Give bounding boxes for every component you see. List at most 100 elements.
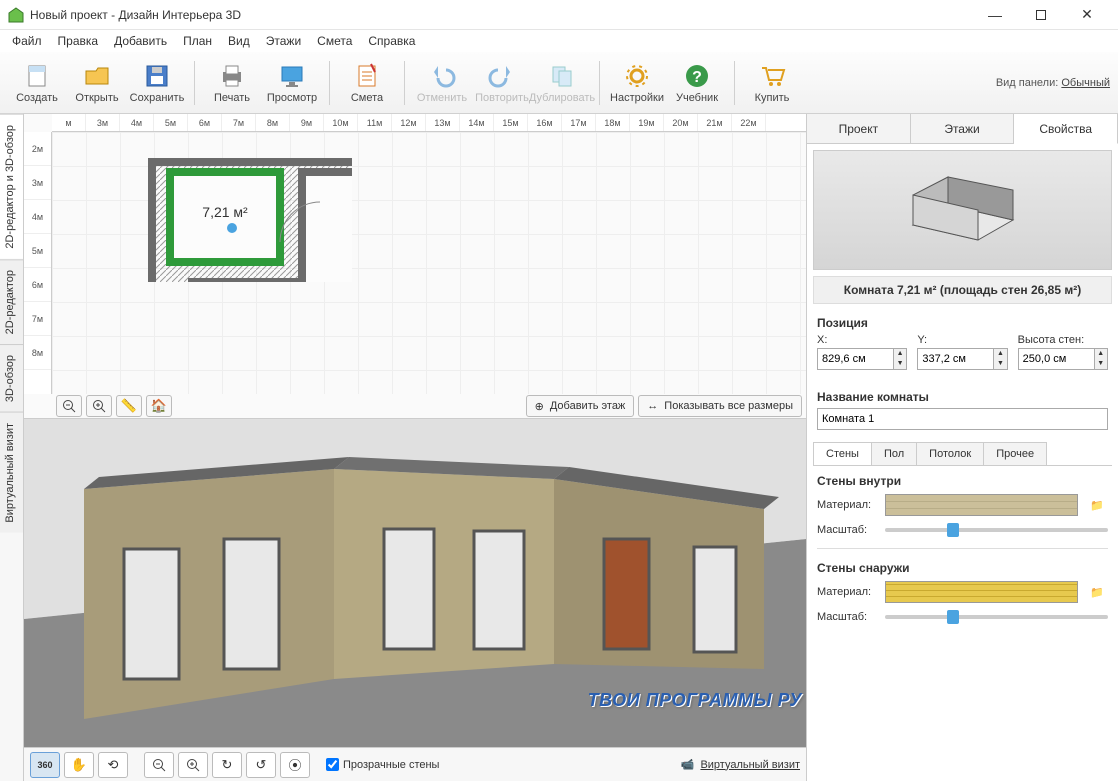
svg-text:?: ? — [692, 69, 702, 86]
pan-button[interactable]: ✋ — [64, 752, 94, 778]
sub-tab-Пол[interactable]: Пол — [871, 442, 917, 465]
plan-tools-left: 📏 🏠 — [56, 394, 172, 418]
print-button[interactable]: Печать — [203, 56, 261, 110]
menubar: ФайлПравкаДобавитьПланВидЭтажиСметаСправ… — [0, 30, 1118, 52]
menu-вид[interactable]: Вид — [222, 32, 256, 50]
open-button[interactable]: Открыть — [68, 56, 126, 110]
floorplan-svg[interactable]: 7,21 м²9,21 м²18,67 м²12,29 м²6,16 м² — [52, 132, 352, 282]
redo-button: Повторить — [473, 56, 531, 110]
dup-icon — [548, 62, 576, 90]
buy-button[interactable]: Купить — [743, 56, 801, 110]
inner-scale-slider[interactable] — [885, 528, 1108, 532]
panel-view-mode: Вид панели: Обычный — [996, 77, 1110, 89]
plan-canvas[interactable]: 7,21 м²9,21 м²18,67 м²12,29 м²6,16 м² — [52, 132, 806, 394]
save-icon — [143, 62, 171, 90]
menu-смета[interactable]: Смета — [311, 32, 358, 50]
preview-button[interactable]: Просмотр — [263, 56, 321, 110]
room-3d-preview — [813, 150, 1112, 270]
side-tab-3[interactable]: Виртуальный визит — [0, 412, 23, 533]
pos-x-input[interactable]: ▲▼ — [817, 348, 907, 370]
room-name-heading: Название комнаты — [817, 390, 1108, 404]
bottom-toolbar: 360 ✋ ⟲ ↻ ↺ ⦿ Прозрачные стены 📹 Виртуал… — [24, 747, 806, 781]
right-tab-Проект[interactable]: Проект — [807, 114, 911, 143]
undo-icon — [428, 62, 456, 90]
cart-icon — [758, 62, 786, 90]
right-tab-Свойства[interactable]: Свойства — [1014, 114, 1118, 144]
transparent-walls-checkbox[interactable]: Прозрачные стены — [326, 758, 439, 771]
window-title: Новый проект - Дизайн Интерьера 3D — [30, 8, 972, 22]
menu-справка[interactable]: Справка — [362, 32, 421, 50]
minimize-button[interactable]: — — [972, 0, 1018, 30]
inner-material-swatch[interactable] — [885, 494, 1078, 516]
rotate-button[interactable]: ⟲ — [98, 752, 128, 778]
sub-tab-Стены[interactable]: Стены — [813, 442, 872, 465]
home-button[interactable]: 🏠 — [146, 395, 172, 417]
print-icon — [218, 62, 246, 90]
plan-2d-area[interactable]: м3м4м5м6м7м8м9м10м11м12м13м14м15м16м17м1… — [24, 114, 806, 419]
wall-height-input[interactable]: ▲▼ — [1018, 348, 1108, 370]
close-button[interactable]: ✕ — [1064, 0, 1110, 30]
side-tab-0[interactable]: 2D-редактор и 3D-обзор — [0, 114, 23, 259]
zoom-out-3d-button[interactable] — [144, 752, 174, 778]
rotate-ccw-button[interactable]: ↺ — [246, 752, 276, 778]
right-tab-Этажи[interactable]: Этажи — [911, 114, 1015, 143]
room-name-section: Название комнаты — [807, 378, 1118, 436]
menu-этажи[interactable]: Этажи — [260, 32, 307, 50]
canvas-column: м3м4м5м6м7м8м9м10м11м12м13м14м15м16м17м1… — [24, 114, 806, 781]
right-tabs: ПроектЭтажиСвойства — [807, 114, 1118, 144]
zoom-out-button[interactable] — [56, 395, 82, 417]
pos-y-input[interactable]: ▲▼ — [917, 348, 1007, 370]
menu-файл[interactable]: Файл — [6, 32, 48, 50]
reset-view-button[interactable]: ⦿ — [280, 752, 310, 778]
menu-добавить[interactable]: Добавить — [108, 32, 173, 50]
titlebar: Новый проект - Дизайн Интерьера 3D — ✕ — [0, 0, 1118, 30]
camera-icon: 📹 — [681, 758, 695, 771]
room-name-input[interactable] — [817, 408, 1108, 430]
settings-button[interactable]: Настройки — [608, 56, 666, 110]
panel-view-link[interactable]: Обычный — [1061, 77, 1110, 89]
new-icon — [23, 62, 51, 90]
duplicate-button: Дублировать — [533, 56, 591, 110]
dimensions-icon: ↔ — [647, 400, 658, 412]
orbit-360-button[interactable]: 360 — [30, 752, 60, 778]
side-tab-2[interactable]: 3D-обзор — [0, 344, 23, 412]
view-3d[interactable]: ТВОИ ПРОГРАММЫ РУ — [24, 419, 806, 747]
sub-tab-Потолок[interactable]: Потолок — [916, 442, 984, 465]
open-icon — [83, 62, 111, 90]
inner-material-browse[interactable]: 📁 — [1086, 494, 1108, 516]
notepad-icon — [353, 62, 381, 90]
tutorial-button[interactable]: ?Учебник — [668, 56, 726, 110]
side-tab-1[interactable]: 2D-редактор — [0, 259, 23, 344]
gear-icon — [623, 62, 651, 90]
svg-text:7,21 м²: 7,21 м² — [202, 204, 248, 220]
toolbar: СоздатьОткрытьСохранить ПечатьПросмотр Сме… — [0, 52, 1118, 114]
new-button[interactable]: Создать — [8, 56, 66, 110]
position-section: Позиция X: Y: Высота стен: ▲▼ ▲▼ ▲▼ — [807, 304, 1118, 378]
properties-panel: ПроектЭтажиСвойства Комната 7,21 м² (пло… — [806, 114, 1118, 781]
menu-правка[interactable]: Правка — [52, 32, 105, 50]
outer-scale-slider[interactable] — [885, 615, 1108, 619]
sub-tab-Прочее[interactable]: Прочее — [983, 442, 1047, 465]
main-area: 2D-редактор и 3D-обзор2D-редактор3D-обзо… — [0, 114, 1118, 781]
walls-outer-group: Стены снаружи Материал: 📁 Масштаб: — [817, 561, 1108, 623]
zoom-in-3d-button[interactable] — [178, 752, 208, 778]
zoom-in-button[interactable] — [86, 395, 112, 417]
position-heading: Позиция — [817, 316, 1108, 330]
virtual-visit-link[interactable]: Виртуальный визит — [700, 759, 800, 771]
estimate-button[interactable]: Смета — [338, 56, 396, 110]
rotate-cw-button[interactable]: ↻ — [212, 752, 242, 778]
room-summary: Комната 7,21 м² (площадь стен 26,85 м²) — [813, 276, 1112, 304]
undo-button: Отменить — [413, 56, 471, 110]
ruler-vertical: 2м3м4м5м6м7м8м — [24, 132, 52, 394]
outer-material-swatch[interactable] — [885, 581, 1078, 603]
maximize-button[interactable] — [1018, 0, 1064, 30]
side-tabs: 2D-редактор и 3D-обзор2D-редактор3D-обзо… — [0, 114, 24, 781]
save-button[interactable]: Сохранить — [128, 56, 186, 110]
add-floor-button[interactable]: ⊕ Добавить этаж — [526, 395, 635, 417]
menu-план[interactable]: План — [177, 32, 218, 50]
show-dimensions-button[interactable]: ↔ Показывать все размеры — [638, 395, 802, 417]
outer-material-browse[interactable]: 📁 — [1086, 581, 1108, 603]
plan-tools-right: ⊕ Добавить этаж ↔ Показывать все размеры — [526, 394, 802, 418]
walls-inner-group: Стены внутри Материал: 📁 Масштаб: — [817, 474, 1108, 536]
measure-button[interactable]: 📏 — [116, 395, 142, 417]
